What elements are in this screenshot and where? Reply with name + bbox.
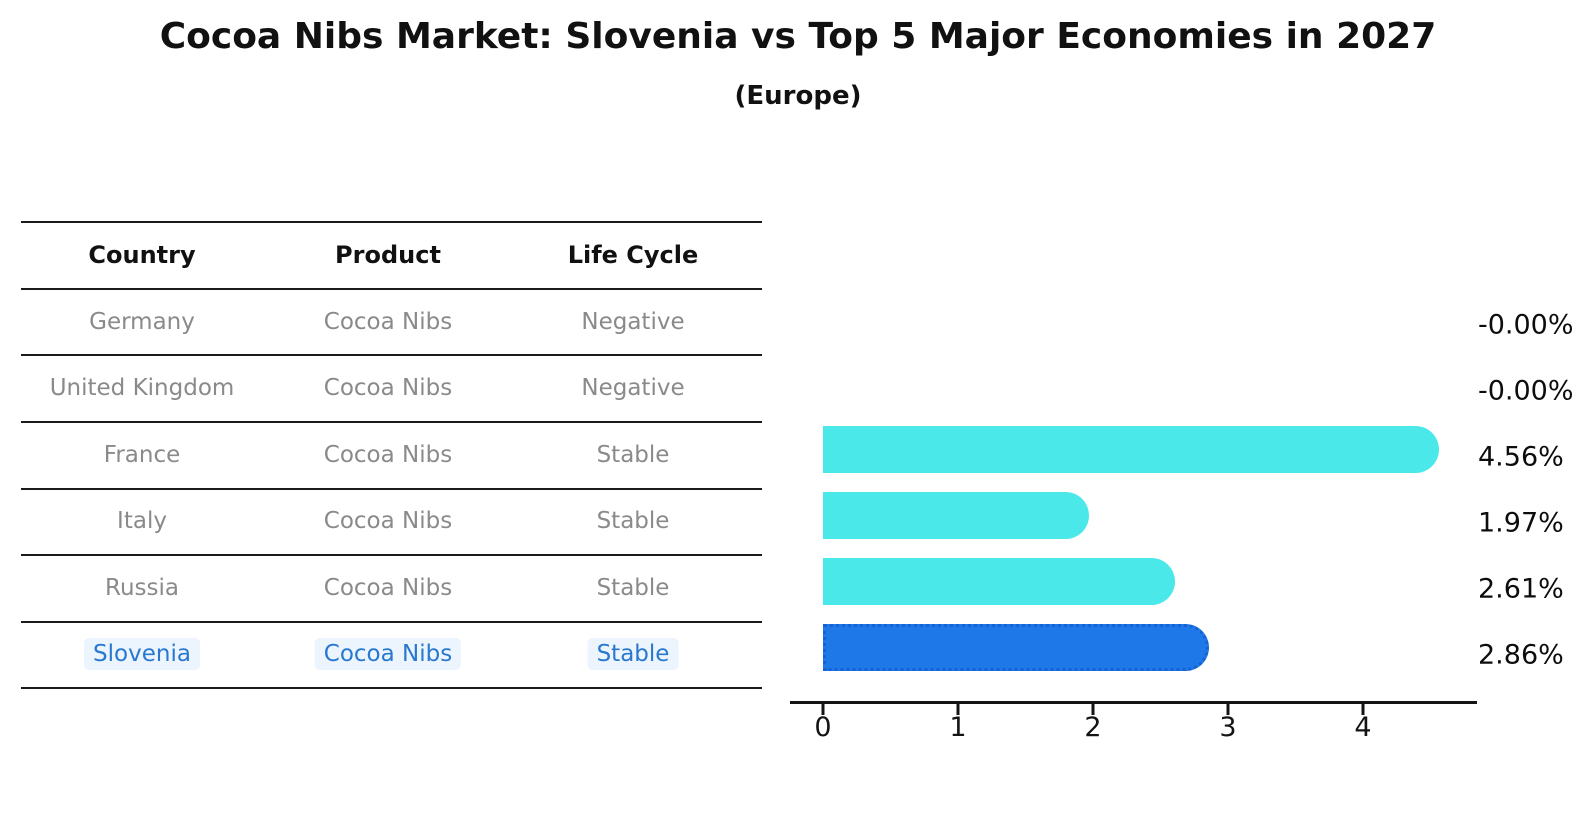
bar-italy [823, 491, 1089, 539]
x-axis-line [790, 701, 1477, 704]
cell-life-cycle-germany: Negative [581, 309, 685, 335]
x-tick-label: 0 [814, 712, 832, 743]
cell-life-cycle-france: Stable [596, 442, 670, 468]
x-tick-label: 4 [1354, 712, 1372, 743]
cell-life-cycle-italy: Stable [596, 508, 670, 534]
column-header: Life Cycle [567, 241, 699, 269]
chart-title: Cocoa Nibs Market: Slovenia vs Top 5 Maj… [159, 16, 1437, 57]
bar-france [823, 425, 1439, 473]
x-tick [821, 704, 825, 715]
bar-russia [823, 557, 1176, 605]
cell-product-united-kingdom: Cocoa Nibs [323, 375, 453, 401]
cell-country-germany: Germany [89, 309, 195, 335]
cell-product-russia: Cocoa Nibs [323, 575, 453, 601]
value-label-russia: 2.61% [1478, 573, 1564, 605]
x-tick-label: 2 [1084, 712, 1102, 743]
x-tick-label: 3 [1219, 712, 1237, 743]
table-rule [21, 687, 762, 689]
cell-product-france: Cocoa Nibs [323, 442, 453, 468]
chart-subtitle: (Europe) [734, 81, 862, 111]
cell-life-cycle-united-kingdom: Negative [581, 375, 685, 401]
cell-life-cycle-russia: Stable [596, 575, 670, 601]
table-rule [21, 221, 762, 223]
cell-country-slovenia: Slovenia [84, 638, 200, 670]
table-rule [21, 488, 762, 490]
x-tick [1361, 704, 1365, 715]
x-tick [1091, 704, 1095, 715]
cell-country-italy: Italy [117, 508, 167, 534]
cell-product-italy: Cocoa Nibs [323, 508, 453, 534]
column-header: Country [88, 241, 196, 269]
value-label-france: 4.56% [1478, 441, 1564, 473]
bar-slovenia [823, 623, 1210, 671]
value-label-germany: -0.00% [1478, 309, 1574, 341]
table-rule [21, 288, 762, 290]
x-tick-label: 1 [949, 712, 967, 743]
cell-country-france: France [103, 442, 181, 468]
table-rule [21, 554, 762, 556]
cell-country-russia: Russia [105, 575, 179, 601]
table-rule [21, 621, 762, 623]
value-label-slovenia: 2.86% [1478, 639, 1564, 671]
table-rule [21, 421, 762, 423]
x-tick [956, 704, 960, 715]
cell-life-cycle-slovenia: Stable [587, 638, 679, 670]
cell-product-slovenia: Cocoa Nibs [314, 638, 462, 670]
table-rule [21, 354, 762, 356]
cell-product-germany: Cocoa Nibs [323, 309, 453, 335]
x-tick [1226, 704, 1230, 715]
cell-country-united-kingdom: United Kingdom [49, 375, 235, 401]
column-header: Product [335, 241, 441, 269]
value-label-united-kingdom: -0.00% [1478, 375, 1574, 407]
value-label-italy: 1.97% [1478, 507, 1564, 539]
